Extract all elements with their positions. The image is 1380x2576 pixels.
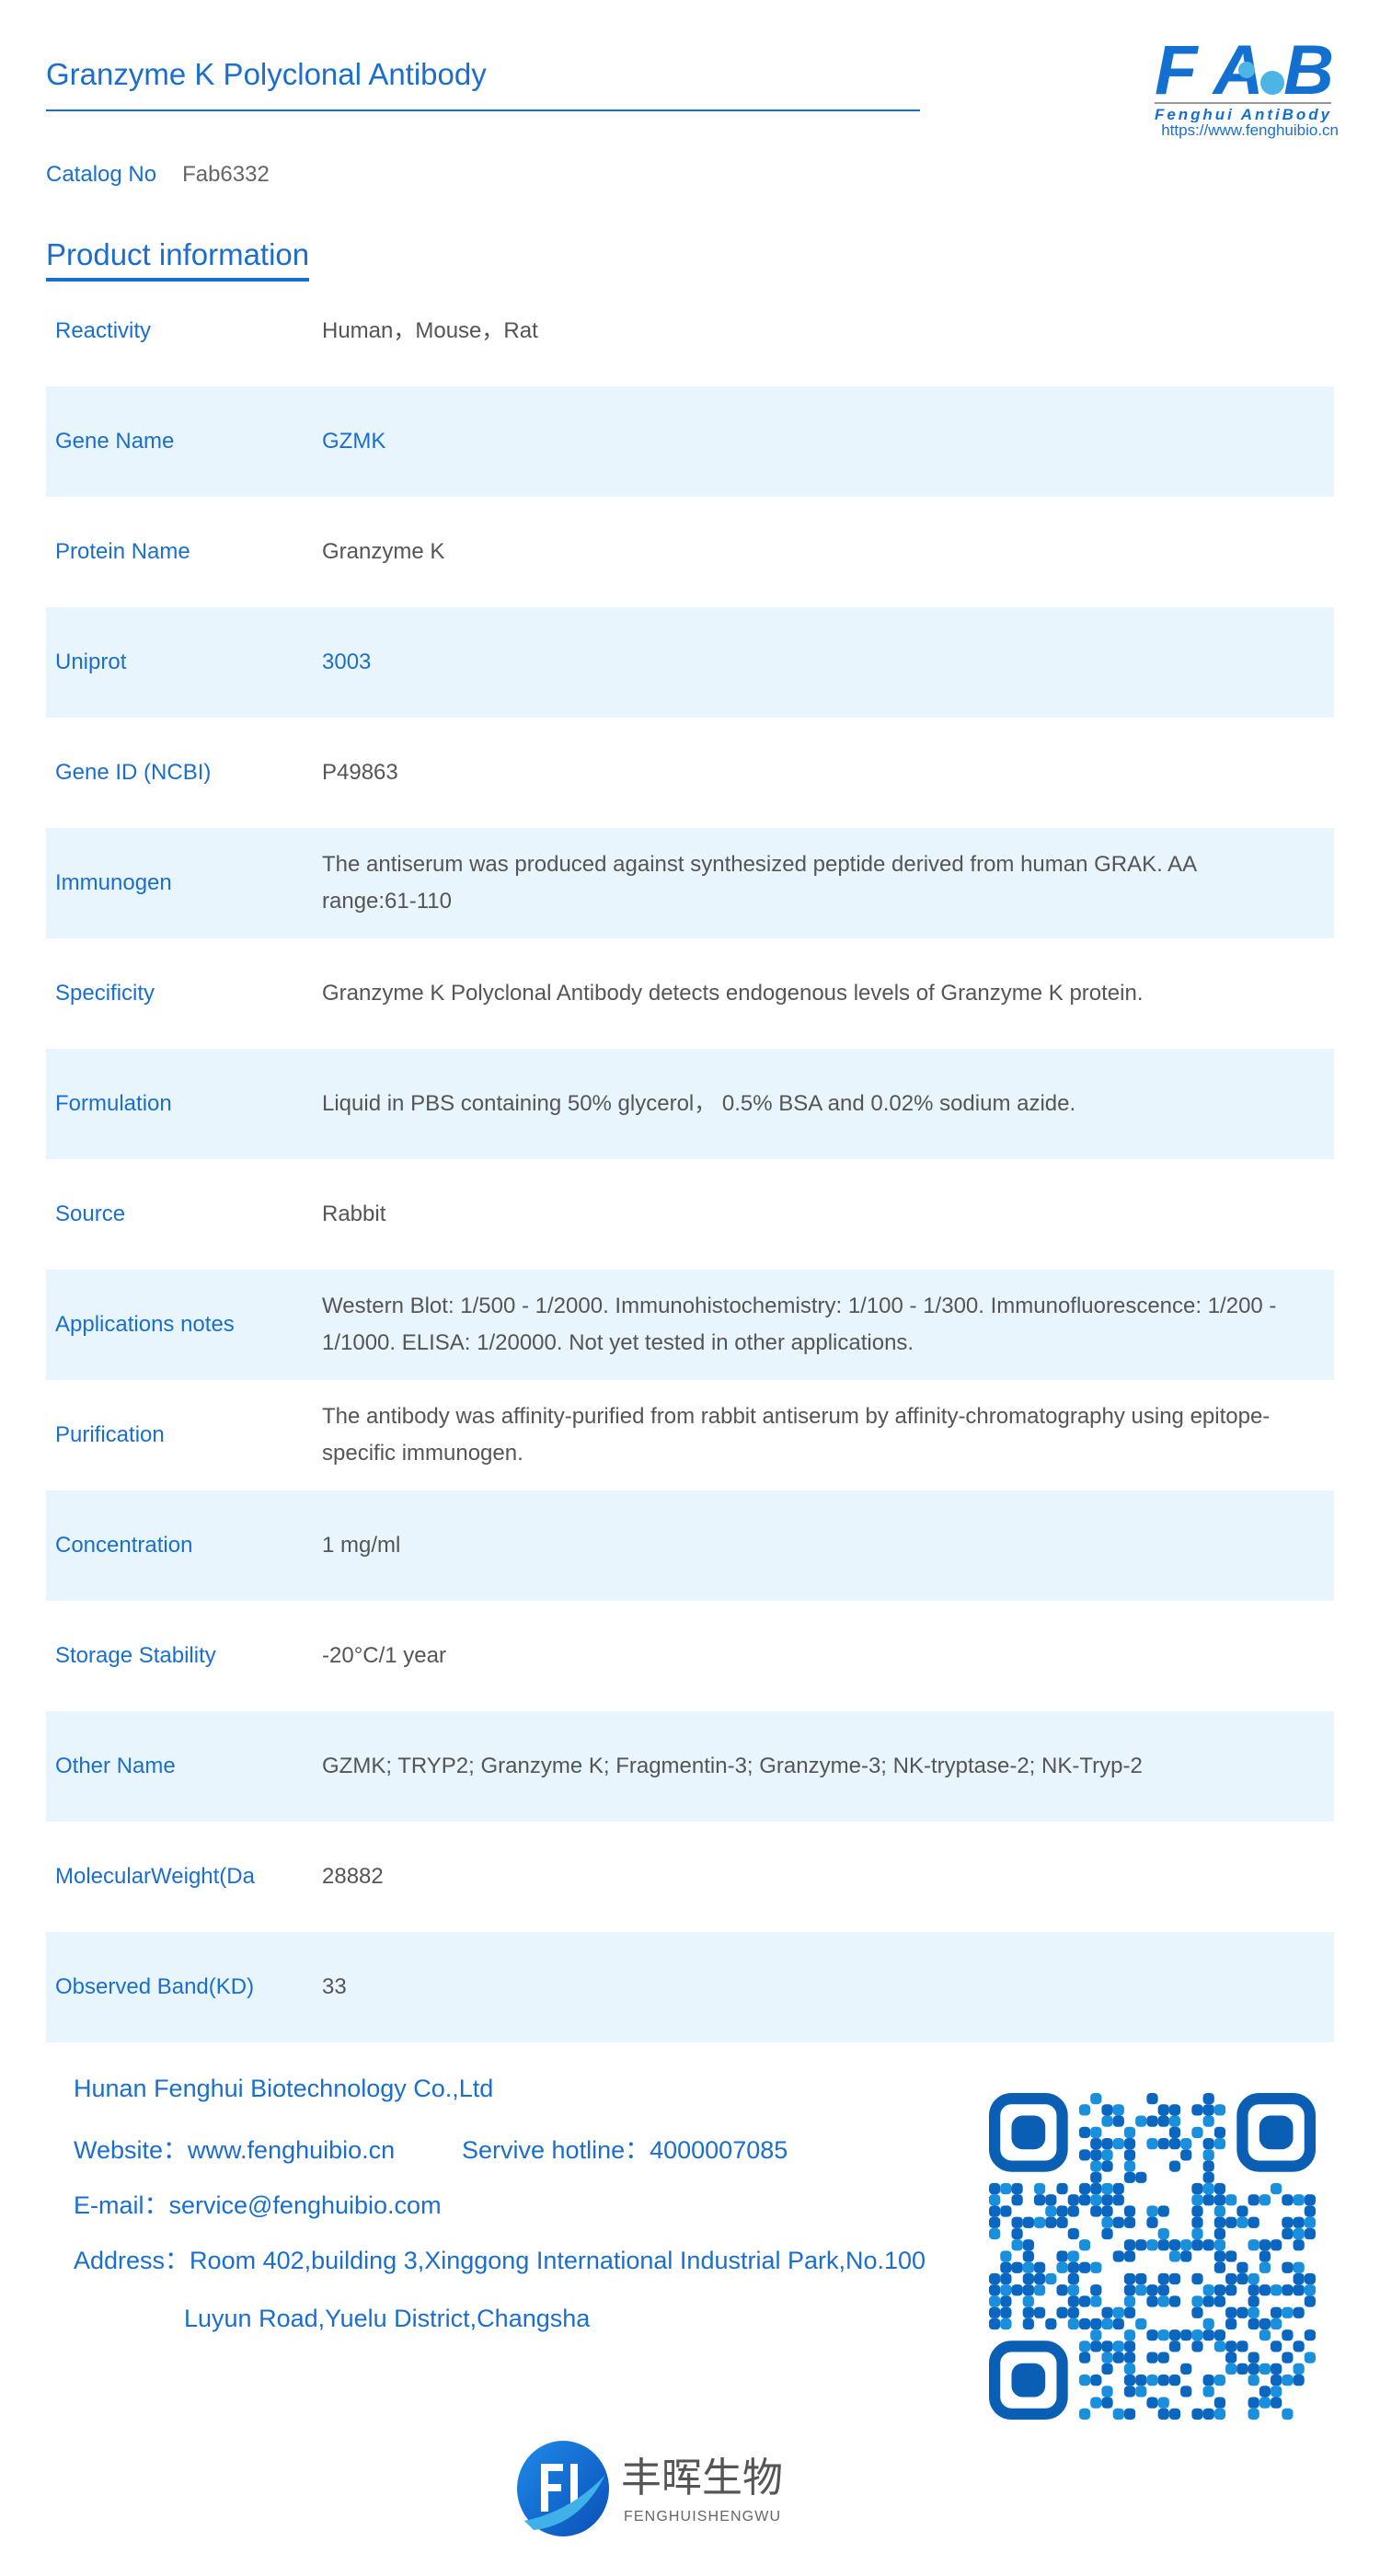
address-line-1: Address：Room 402,building 3,Xinggong Int… <box>74 2247 926 2274</box>
table-row: Gene ID (NCBI) P49863 <box>46 718 1334 828</box>
table-row: Uniprot 3003 <box>46 607 1334 718</box>
row-value: 28882 <box>322 1864 384 1889</box>
table-row: Specificity Granzyme K Polyclonal Antibod… <box>46 938 1334 1049</box>
table-row: Protein Name Granzyme K <box>46 497 1334 607</box>
qr-code <box>989 2093 1316 2420</box>
catalog-label: Catalog No <box>46 162 157 187</box>
row-label: Storage Stability <box>55 1643 216 1668</box>
catalog-value: Fab6332 <box>182 162 270 187</box>
row-label: Uniprot <box>55 650 127 674</box>
row-label: Purification <box>55 1422 165 1447</box>
fenghui-bottom-logo: 丰晖生物 FENGHUISHENGWU <box>517 2441 783 2536</box>
row-label: Gene Name <box>55 429 175 454</box>
row-label: Concentration <box>55 1533 193 1558</box>
row-value: GZMK; TRYP2; Granzyme K; Fragmentin-3; G… <box>322 1754 1143 1778</box>
row-label: Other Name <box>55 1754 176 1778</box>
table-row: Observed Band(KD) 33 <box>46 1932 1334 2042</box>
row-label: Formulation <box>55 1091 172 1116</box>
row-value: Liquid in PBS containing 50% glycerol， 0… <box>322 1091 1076 1116</box>
table-row: Reactivity Human，Mouse，Rat <box>46 276 1334 386</box>
row-label: Immunogen <box>55 870 172 895</box>
table-row: Applications notes Western Blot: 1/500 - … <box>46 1270 1334 1380</box>
row-value: -20°C/1 year <box>322 1643 446 1668</box>
row-value: Western Blot: 1/500 - 1/2000. Immunohist… <box>322 1294 1277 1355</box>
row-label: Protein Name <box>55 539 190 564</box>
product-info-table: Reactivity Human，Mouse，Rat Gene Name GZMK Pr… <box>46 276 1334 2042</box>
email[interactable]: E-mail：service@fenghuibio.com <box>74 2191 442 2219</box>
section-title: Product information <box>46 237 310 282</box>
row-label: Gene ID (NCBI) <box>55 760 212 785</box>
row-value[interactable]: GZMK <box>322 429 386 454</box>
row-value: The antiserum was produced against synth… <box>322 852 1196 914</box>
table-row: Gene Name GZMK <box>46 386 1334 497</box>
row-value: Granzyme K Polyclonal Antibody detects e… <box>322 981 1144 1006</box>
row-value: 33 <box>322 1974 347 1999</box>
row-value: 1 mg/ml <box>322 1533 401 1558</box>
row-value: The antibody was affinity-purified from … <box>322 1404 1271 1466</box>
row-value: P49863 <box>322 760 398 785</box>
table-row: Other Name GZMK; TRYP2; Granzyme K; Fragm… <box>46 1711 1334 1822</box>
row-value: Rabbit <box>322 1202 386 1226</box>
table-row: Formulation Liquid in PBS containing 50% … <box>46 1049 1334 1159</box>
svg-text:FENGHUISHENGWU: FENGHUISHENGWU <box>624 2509 780 2524</box>
row-label: Applications notes <box>55 1312 235 1337</box>
table-row: Purification The antibody was affinity-pu… <box>46 1380 1334 1490</box>
row-label: Observed Band(KD) <box>55 1974 255 1999</box>
row-label: Source <box>55 1202 126 1226</box>
website[interactable]: Website：www.fenghuibio.cn <box>74 2136 396 2164</box>
table-row: Storage Stability -20°C/1 year <box>46 1601 1334 1711</box>
title-divider <box>46 109 920 111</box>
catalog-number: Catalog No Fab6332 <box>46 162 270 188</box>
address-line-2: Luyun Road,Yuelu District,Changsha <box>184 2305 591 2332</box>
row-label: Reactivity <box>55 318 152 343</box>
row-label: Specificity <box>55 981 155 1006</box>
company-name: Hunan Fenghui Biotechnology Co.,Ltd <box>74 2075 494 2102</box>
row-value: Human，Mouse，Rat <box>322 318 538 343</box>
table-row: Source Rabbit <box>46 1159 1334 1270</box>
logo-cn: 丰晖生物 <box>621 2455 783 2501</box>
table-row: Concentration 1 mg/ml <box>46 1490 1334 1601</box>
page-title: Granzyme K Polyclonal Antibody <box>46 57 487 91</box>
table-row: MolecularWeight(Da 28882 <box>46 1822 1334 1932</box>
hotline: Servive hotline：4000007085 <box>462 2136 788 2164</box>
fab-logo: FAB Fenghui AntiBody <box>1155 35 1334 122</box>
row-value: Granzyme K <box>322 539 445 564</box>
row-value[interactable]: 3003 <box>322 650 372 674</box>
logo-subtitle: Fenghui AntiBody <box>1155 106 1331 122</box>
row-label: MolecularWeight(Da <box>55 1864 255 1889</box>
table-row: Immunogen The antiserum was produced agai… <box>46 828 1334 938</box>
logo-url[interactable]: https://www.fenghuibio.cn <box>1161 121 1339 139</box>
